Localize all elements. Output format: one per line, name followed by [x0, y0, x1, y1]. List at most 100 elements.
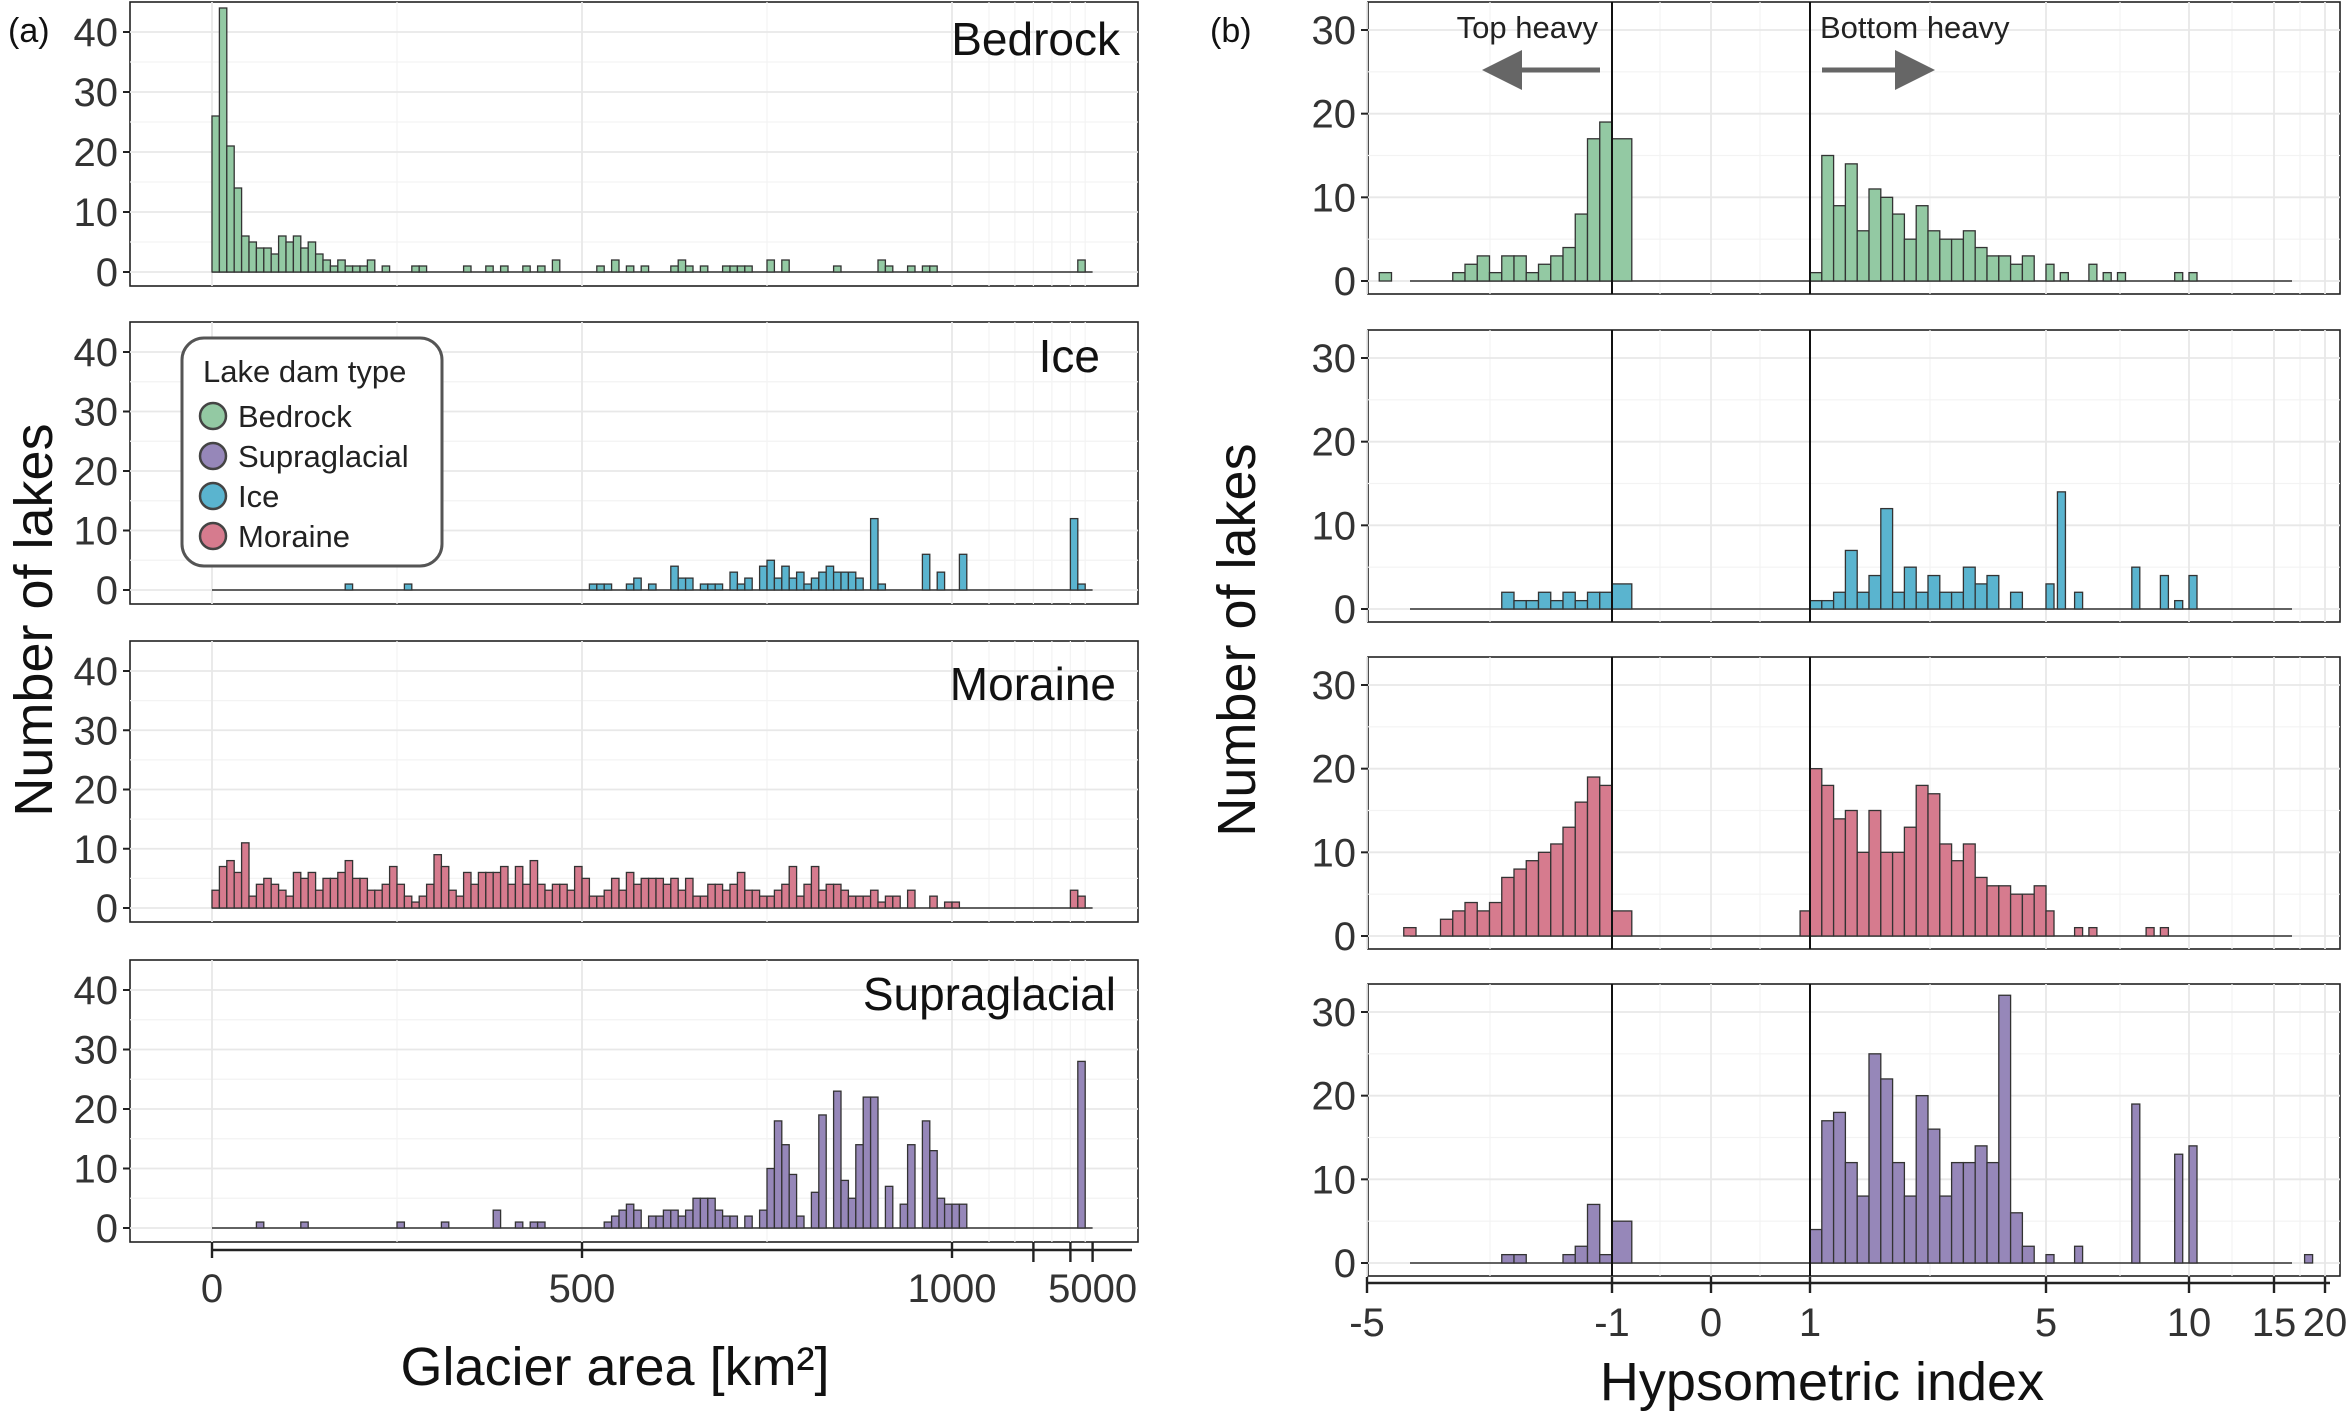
bar	[374, 889, 383, 909]
bar	[670, 265, 679, 273]
bar	[1513, 868, 1527, 937]
bar	[1915, 205, 1929, 282]
y-tick-label: 40	[74, 11, 119, 55]
bar	[240, 842, 250, 909]
bar	[2131, 566, 2141, 610]
bar	[455, 895, 465, 909]
bar	[1844, 549, 1858, 610]
bar	[2045, 1253, 2055, 1264]
bar	[2021, 1245, 2035, 1264]
bar	[610, 877, 620, 909]
bar	[1599, 121, 1613, 282]
bar	[359, 265, 369, 273]
bar	[314, 889, 324, 909]
bar	[692, 895, 702, 909]
bar	[1586, 776, 1601, 937]
bar	[603, 583, 613, 591]
bar	[2159, 574, 2170, 610]
bar	[825, 565, 835, 591]
bar	[329, 877, 339, 909]
bar	[2021, 255, 2035, 282]
y-tick-label: 10	[1312, 176, 1357, 220]
bar	[640, 265, 650, 273]
y-tick-label: 30	[1312, 664, 1357, 708]
bar	[1962, 843, 1976, 937]
bar	[388, 865, 398, 909]
x-tick-label: -1	[1594, 1301, 1630, 1345]
y-tick-label: 0	[1334, 260, 1356, 304]
bar	[1986, 885, 2000, 937]
bar	[1856, 1195, 1870, 1264]
bar	[684, 265, 694, 273]
x-tick-label: 5	[2035, 1301, 2057, 1345]
bar	[514, 1221, 524, 1229]
bar	[647, 877, 657, 909]
bar	[596, 265, 605, 273]
bar	[2088, 263, 2098, 282]
bar	[2021, 893, 2035, 937]
bar	[499, 865, 509, 909]
bar	[1501, 1253, 1515, 1264]
bar	[573, 865, 583, 909]
bar	[218, 7, 228, 273]
y-tick-label: 20	[74, 769, 119, 813]
panel-a: 0 10 20 30 40 Bedrock 0 10 20 30 40 Ice 0 10 20 30 40 Mor…	[74, 1, 1139, 1311]
bar	[1927, 574, 1941, 610]
bar	[855, 895, 864, 909]
bar	[1452, 910, 1466, 937]
bar	[1915, 1095, 1929, 1264]
bar	[943, 901, 953, 909]
bar	[1903, 1195, 1917, 1264]
bar	[440, 1221, 450, 1229]
bar	[707, 583, 716, 591]
bar	[2174, 599, 2184, 610]
bar	[2009, 591, 2024, 610]
bar	[2045, 263, 2055, 282]
annotation-bottom-heavy: Bottom heavy	[1820, 10, 2010, 45]
bar	[788, 1173, 798, 1229]
bar	[2045, 583, 2055, 610]
bar	[381, 883, 391, 909]
bar	[1868, 188, 1882, 282]
legend-label: Supraglacial	[238, 439, 409, 474]
bar	[2088, 926, 2098, 937]
bar	[684, 877, 694, 909]
bar	[810, 865, 820, 909]
bar	[322, 259, 332, 273]
bar	[736, 583, 746, 591]
bar	[1513, 599, 1527, 610]
bar	[1550, 599, 1564, 610]
bar	[1599, 1253, 1613, 1264]
bar	[670, 1209, 679, 1229]
bar	[707, 1197, 716, 1229]
bar	[337, 871, 346, 909]
bar	[507, 883, 517, 909]
legend-label: Bedrock	[238, 399, 352, 434]
bar	[211, 889, 221, 909]
bar	[448, 889, 457, 909]
legend-swatch	[198, 521, 228, 551]
bar	[240, 235, 250, 273]
y-tick-label: 0	[96, 887, 118, 931]
bar	[1974, 876, 1988, 937]
y-tick-label: 30	[74, 1029, 119, 1073]
panel-tag-b: (b)	[1210, 12, 1252, 50]
y-tick-label: 30	[74, 709, 119, 753]
bar	[2116, 271, 2127, 282]
bar	[1903, 238, 1917, 282]
bar	[529, 859, 539, 909]
bar	[1915, 784, 1929, 937]
bar	[625, 1203, 635, 1229]
bar	[1856, 591, 1870, 610]
bar	[1950, 591, 1965, 610]
bar	[470, 883, 480, 909]
bar	[2073, 1245, 2084, 1264]
y-tick-label: 20	[74, 131, 119, 175]
bar	[832, 265, 842, 273]
bar	[2303, 1253, 2314, 1264]
bar	[640, 877, 650, 909]
bar	[559, 883, 568, 909]
bar	[773, 577, 783, 591]
legend-item: Moraine	[198, 519, 350, 554]
y-tick-label: 20	[1312, 421, 1357, 465]
